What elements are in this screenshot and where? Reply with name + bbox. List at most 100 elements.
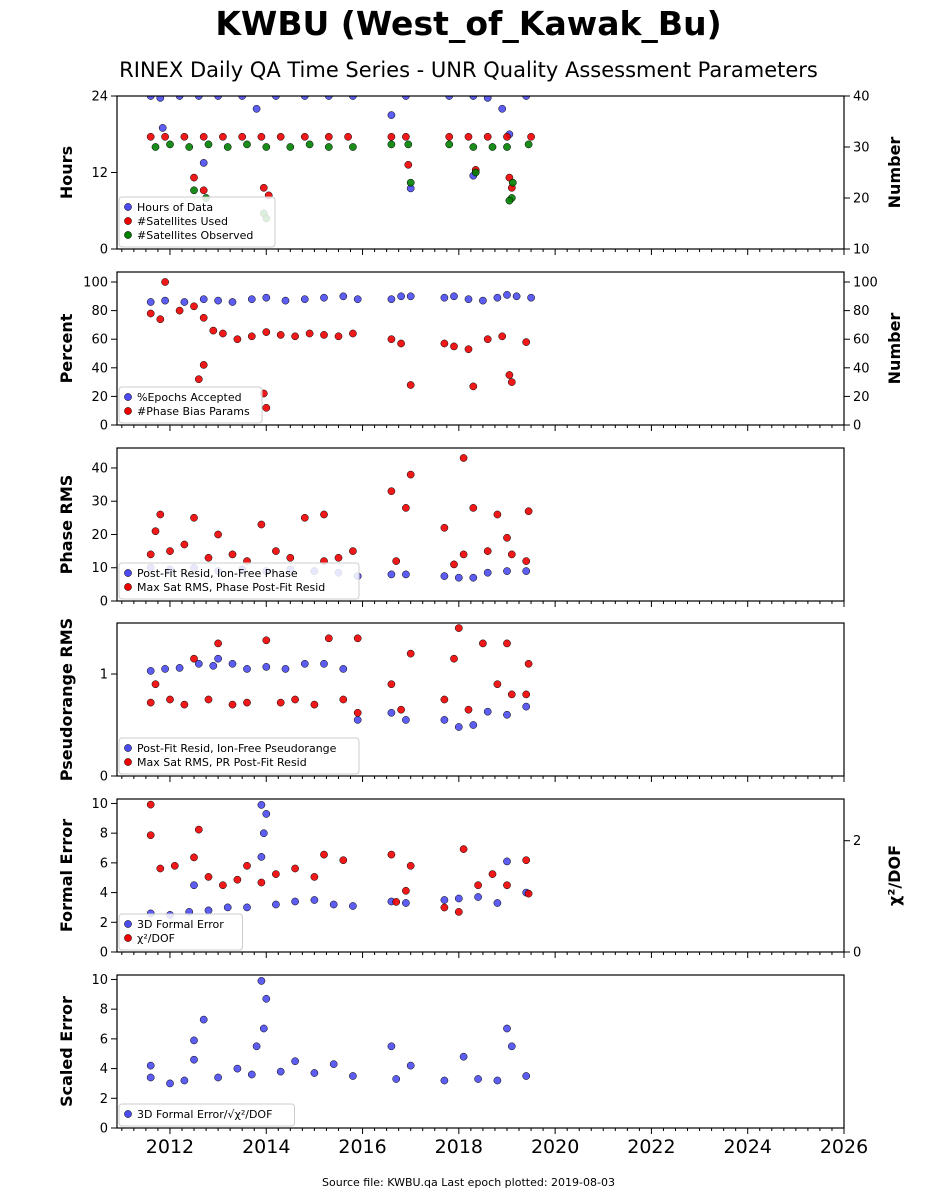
y-tick-label: 12 [91, 166, 108, 181]
y-tick-label: 10 [91, 797, 108, 812]
data-point-series-2 [272, 547, 280, 555]
data-point-series-2 [214, 530, 222, 539]
data-point-series-2 [199, 132, 208, 141]
data-point-series-1 [329, 900, 338, 909]
data-point-series-2 [291, 695, 299, 704]
data-point-series-2 [310, 873, 319, 881]
data-point-series-1 [387, 570, 396, 579]
data-point-series-2 [146, 132, 155, 141]
data-point-series-1 [291, 897, 299, 906]
data-point-series-1 [257, 977, 266, 985]
x-tick-label: 2012 [146, 1136, 194, 1158]
y-axis-label: Pseudorange RMS [57, 618, 76, 781]
data-point-series-2 [387, 850, 396, 859]
x-tick-label: 2022 [627, 1136, 675, 1158]
y-tick-label: 0 [100, 770, 108, 785]
data-point-series-2 [262, 403, 271, 412]
data-point-series-2 [324, 132, 333, 141]
data-point-series-1 [402, 570, 410, 579]
y-right-tick-label: 0 [853, 946, 861, 961]
data-point-series-3 [488, 143, 497, 151]
y-tick-label: 40 [91, 361, 108, 376]
legend-label: Max Sat RMS, Phase Post-Fit Resid [137, 581, 325, 594]
panel-2-points [146, 278, 535, 412]
data-point-series-1 [459, 1052, 468, 1061]
y-tick-label: 0 [100, 946, 108, 961]
panel-3-points [146, 454, 533, 582]
data-point-series-1 [214, 654, 222, 663]
y-tick-label: 0 [100, 1122, 108, 1137]
data-point-series-2 [276, 331, 285, 339]
data-point-series-2 [190, 853, 198, 862]
data-point-series-1 [259, 829, 268, 838]
y-right-axis-label: χ²/DOF [885, 845, 904, 906]
data-point-series-2 [469, 382, 478, 391]
legend-box [118, 386, 263, 424]
data-point-series-3 [508, 178, 517, 187]
data-point-series-2 [228, 700, 237, 709]
data-point-series-2 [488, 870, 497, 878]
data-point-series-2 [474, 881, 482, 890]
y-tick-label: 6 [100, 856, 108, 871]
data-point-series-2 [324, 634, 333, 643]
legend-label: 3D Formal Error [137, 918, 224, 931]
data-point-series-2 [353, 634, 362, 643]
legend-box [118, 196, 276, 248]
y-tick-label: 10 [91, 561, 108, 576]
legend-marker [124, 203, 132, 211]
data-point-series-2 [156, 510, 165, 519]
data-point-series-2 [334, 332, 343, 341]
panel-2: 0 20 40 60 80 100 0 20 40 60 80 100 Percent Number %Ep… [57, 271, 904, 434]
data-point-series-2 [300, 513, 309, 522]
data-point-series-2 [503, 132, 511, 141]
y-right-tick-label: 40 [853, 361, 870, 376]
panel-6-frame [116, 974, 845, 1129]
data-point-series-1 [190, 1036, 198, 1045]
data-point-series-1 [498, 104, 507, 113]
y-right-axis-label: Number [885, 313, 904, 385]
data-point-series-2 [320, 331, 328, 339]
x-tick-label: 2016 [338, 1136, 386, 1158]
data-point-series-1 [243, 665, 251, 673]
y-right-tick-label: 20 [853, 192, 870, 207]
legend-marker [124, 583, 132, 591]
data-point-series-2 [522, 690, 531, 699]
data-point-series-3 [406, 178, 415, 187]
data-point-series-1 [469, 721, 478, 729]
data-point-series-3 [286, 143, 295, 151]
data-point-series-2 [300, 132, 309, 141]
data-point-series-3 [223, 143, 232, 151]
data-point-series-2 [498, 332, 507, 341]
data-point-series-2 [180, 132, 189, 141]
data-point-series-1 [247, 1070, 256, 1079]
panel-6-points [146, 977, 531, 1088]
data-point-series-2 [276, 698, 285, 707]
data-point-series-2 [507, 690, 516, 699]
data-point-series-2 [353, 708, 362, 717]
data-point-series-3 [469, 143, 478, 151]
data-point-series-2 [238, 132, 247, 141]
data-point-series-1 [156, 96, 165, 102]
data-point-series-2 [310, 700, 319, 709]
data-point-series-2 [228, 550, 237, 559]
y-tick-label: 2 [100, 916, 108, 931]
data-point-series-1 [503, 1024, 511, 1033]
y-tick-label: 6 [100, 1032, 108, 1047]
data-point-series-2 [402, 886, 410, 895]
y-tick-label: 4 [100, 1062, 108, 1077]
y-axis-label: Hours [57, 146, 76, 199]
data-point-series-1 [503, 291, 511, 299]
y-right-tick-label: 80 [853, 304, 870, 319]
data-point-series-2 [450, 342, 458, 351]
data-point-series-1 [281, 665, 290, 673]
data-point-series-2 [190, 513, 198, 522]
data-point-series-1 [349, 1072, 357, 1080]
y-tick-label: 8 [100, 1003, 108, 1018]
data-point-series-2 [262, 636, 271, 645]
panel-5-frame [116, 798, 845, 953]
data-point-series-2 [454, 624, 463, 632]
data-point-series-2 [257, 878, 266, 887]
y-right-tick-label: 10 [853, 243, 870, 258]
data-point-series-2 [349, 329, 357, 338]
data-point-series-2 [272, 870, 280, 878]
